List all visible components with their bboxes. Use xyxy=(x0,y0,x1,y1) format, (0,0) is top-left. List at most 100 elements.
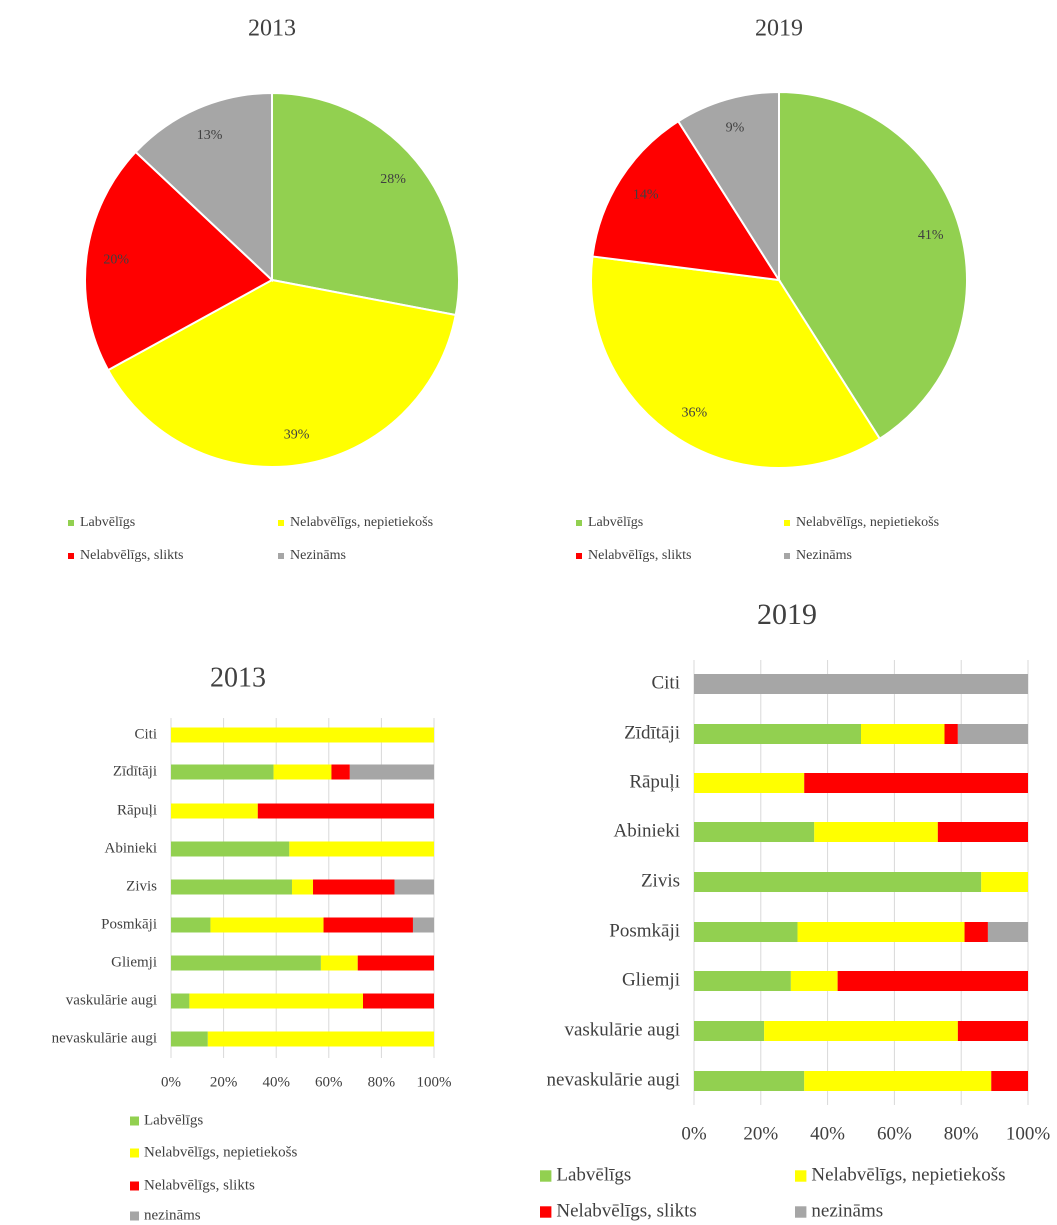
x-tick-label: 60% xyxy=(315,1074,343,1090)
bar-segment xyxy=(694,1021,765,1041)
legend-swatch xyxy=(784,553,790,559)
bar-segment xyxy=(323,917,413,933)
legend-swatch xyxy=(130,1181,139,1191)
bar-segment xyxy=(694,1071,805,1091)
x-tick-label: 100% xyxy=(417,1074,452,1090)
data-label: 36% xyxy=(682,406,708,421)
bar-segment xyxy=(957,724,1028,744)
y-tick-label: Abinieki xyxy=(105,840,158,856)
legend-label: Nelabvēlīgs, nepietiekošs xyxy=(796,515,939,530)
x-tick-label: 0% xyxy=(161,1074,181,1090)
bar-segment xyxy=(694,773,805,793)
legend-swatch xyxy=(795,1170,807,1182)
legend-label: Nelabvēlīgs, slikts xyxy=(556,1200,696,1221)
bar-segment xyxy=(694,922,798,942)
legend-swatch xyxy=(540,1206,552,1218)
y-tick-label: Zīdītāji xyxy=(624,722,680,743)
bar-segment xyxy=(291,879,314,895)
y-tick-label: Abinieki xyxy=(614,820,681,841)
pie-slice xyxy=(591,119,781,282)
bar-segment xyxy=(257,803,434,819)
legend-label: Nelabvēlīgs, slikts xyxy=(588,548,691,563)
bar-segment xyxy=(171,841,290,857)
bar-segment xyxy=(289,841,434,857)
chart-title: 2019 xyxy=(757,598,817,631)
x-tick-label: 100% xyxy=(1006,1123,1051,1144)
y-tick-label: Zīdītāji xyxy=(113,763,157,779)
bar-segment xyxy=(991,1071,1028,1091)
legend-label: Nelabvēlīgs, nepietiekošs xyxy=(290,515,433,530)
bar-segment xyxy=(207,1031,434,1047)
y-tick-label: Zivis xyxy=(641,870,680,891)
bar-segment xyxy=(394,879,434,895)
bar-segment xyxy=(987,922,1028,942)
data-label: 28% xyxy=(380,172,406,187)
legend-label: Labvēlīgs xyxy=(556,1164,631,1185)
bar-segment xyxy=(861,724,945,744)
legend-label: Labvēlīgs xyxy=(588,515,643,530)
y-tick-label: Rāpuļi xyxy=(629,771,680,792)
y-tick-label: vaskulārie augi xyxy=(564,1019,680,1040)
x-tick-label: 20% xyxy=(210,1074,238,1090)
legend-swatch xyxy=(540,1170,552,1182)
y-tick-label: Citi xyxy=(651,672,680,693)
data-label: 13% xyxy=(197,128,223,143)
bar-segment xyxy=(171,993,190,1009)
legend-label: Nezināms xyxy=(290,548,346,563)
bar-segment xyxy=(171,1031,208,1047)
pie-slice xyxy=(590,255,882,469)
legend-label: Nelabvēlīgs, slikts xyxy=(80,548,183,563)
bar-segment xyxy=(273,764,332,780)
y-tick-label: nevaskulārie augi xyxy=(52,1030,157,1046)
data-label: 20% xyxy=(103,253,129,268)
bar-segment xyxy=(694,971,791,991)
bar-segment xyxy=(331,764,350,780)
pie-slice xyxy=(134,91,273,283)
bar-segment xyxy=(837,971,1028,991)
bar-segment xyxy=(210,917,324,933)
bar-segment xyxy=(171,803,258,819)
y-tick-label: vaskulārie augi xyxy=(66,992,157,1008)
y-tick-label: Citi xyxy=(134,726,157,742)
bar-segment xyxy=(171,727,434,743)
bar-segment xyxy=(694,872,982,892)
bar-segment xyxy=(804,773,1028,793)
bar-segment xyxy=(937,822,1028,842)
legend-swatch xyxy=(576,553,582,559)
bar-segment xyxy=(362,993,434,1009)
bar-segment xyxy=(944,724,958,744)
legend-swatch xyxy=(784,520,790,526)
pie-slice xyxy=(106,278,457,468)
legend-swatch xyxy=(130,1211,139,1221)
legend-label: Nelabvēlīgs, nepietiekošs xyxy=(811,1164,1005,1185)
pie-slice xyxy=(676,90,780,284)
bar-segment xyxy=(957,1021,1028,1041)
y-tick-label: Posmkāji xyxy=(101,916,157,932)
bar-segment xyxy=(171,917,211,933)
legend-swatch xyxy=(68,520,74,526)
bar-segment xyxy=(320,955,358,971)
bar-segment xyxy=(694,724,861,744)
x-tick-label: 80% xyxy=(368,1074,396,1090)
bar-segment xyxy=(790,971,838,991)
y-tick-label: Zivis xyxy=(126,878,157,894)
bar-segment xyxy=(694,674,1028,694)
legend-swatch xyxy=(68,553,74,559)
legend-swatch xyxy=(130,1116,139,1126)
legend-swatch xyxy=(278,520,284,526)
x-tick-label: 80% xyxy=(944,1123,979,1144)
legend-swatch xyxy=(576,520,582,526)
bar-segment xyxy=(964,922,988,942)
chart-title: 2013 xyxy=(210,662,266,693)
bar-segment xyxy=(814,822,938,842)
pie-slice xyxy=(271,91,460,317)
bar-segment xyxy=(412,917,434,933)
bar-segment xyxy=(349,764,434,780)
x-tick-label: 60% xyxy=(877,1123,912,1144)
y-tick-label: Posmkāji xyxy=(609,920,680,941)
legend-label: nezināms xyxy=(144,1207,201,1223)
legend-label: Nelabvēlīgs, nepietiekošs xyxy=(144,1144,297,1160)
data-label: 9% xyxy=(726,121,745,136)
y-tick-label: Gliemji xyxy=(111,954,157,970)
